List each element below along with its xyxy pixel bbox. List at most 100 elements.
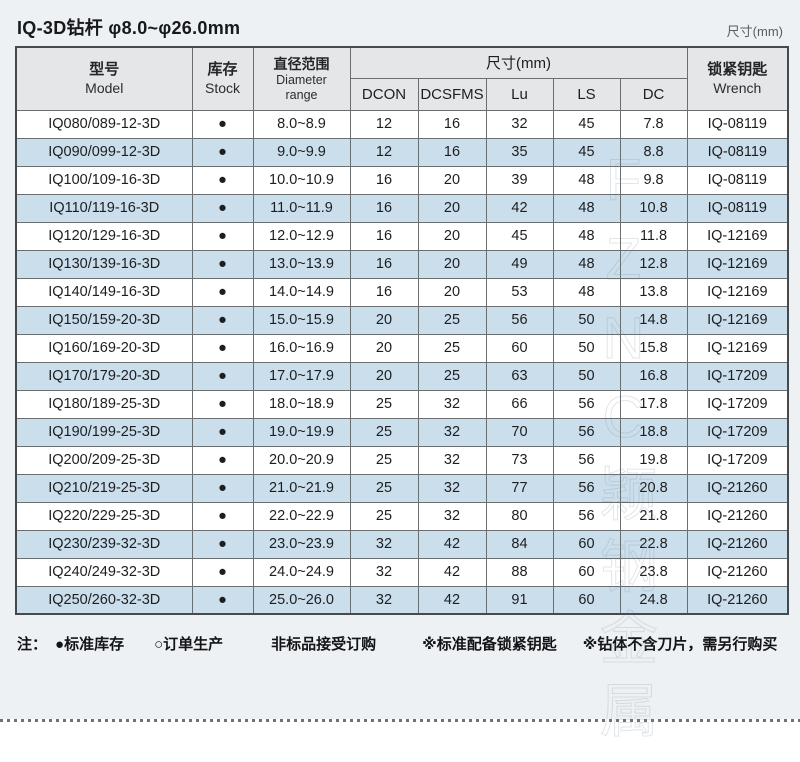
- dcsfms-cell: 16: [417, 109, 487, 139]
- stock-cell: ●: [191, 557, 254, 587]
- diameter-cell: 23.0~23.9: [252, 529, 351, 559]
- wrench-cell: IQ-21260: [686, 557, 789, 587]
- table-row: IQ200/209-25-3D ● 20.0~20.9 25 32 73 56 …: [15, 445, 789, 475]
- dcon-cell: 25: [349, 417, 419, 447]
- dcsfms-cell: 20: [417, 165, 487, 195]
- stock-cell: ●: [191, 473, 254, 503]
- column-group-size: 尺寸(mm): [349, 46, 688, 79]
- diameter-cell: 19.0~19.9: [252, 417, 351, 447]
- model-cell: IQ190/199-25-3D: [15, 417, 193, 447]
- footnote: 注： ●标准库存 ○订单生产 非标品接受订购 ※标准配备锁紧钥匙 ※钻体不含刀片…: [15, 633, 785, 654]
- lu-cell: 77: [485, 473, 554, 503]
- table-row: IQ110/119-16-3D ● 11.0~11.9 16 20 42 48 …: [15, 193, 789, 223]
- lu-cell: 73: [485, 445, 554, 475]
- lu-cell: 39: [485, 165, 554, 195]
- stock-cell: ●: [191, 221, 254, 251]
- ls-cell: 50: [552, 361, 621, 391]
- table-row: IQ120/129-16-3D ● 12.0~12.9 16 20 45 48 …: [15, 221, 789, 251]
- stock-cell: ●: [191, 277, 254, 307]
- ls-cell: 45: [552, 137, 621, 167]
- stock-cell: ●: [191, 249, 254, 279]
- lu-cell: 35: [485, 137, 554, 167]
- ls-cell: 60: [552, 557, 621, 587]
- dc-cell: 24.8: [619, 585, 688, 615]
- dcsfms-cell: 42: [417, 585, 487, 615]
- dcsfms-cell: 32: [417, 473, 487, 503]
- column-header-dc: DC: [619, 77, 688, 111]
- wrench-cell: IQ-12169: [686, 221, 789, 251]
- dc-cell: 14.8: [619, 305, 688, 335]
- table-row: IQ190/199-25-3D ● 19.0~19.9 25 32 70 56 …: [15, 417, 789, 447]
- stock-cell: ●: [191, 417, 254, 447]
- wrench-cell: IQ-12169: [686, 305, 789, 335]
- ls-cell: 50: [552, 305, 621, 335]
- dcon-cell: 25: [349, 501, 419, 531]
- ls-cell: 56: [552, 501, 621, 531]
- ls-cell: 48: [552, 249, 621, 279]
- wrench-cell: IQ-21260: [686, 501, 789, 531]
- table-row: IQ130/139-16-3D ● 13.0~13.9 16 20 49 48 …: [15, 249, 789, 279]
- dcsfms-cell: 25: [417, 361, 487, 391]
- stock-header-en: Stock: [204, 79, 240, 96]
- column-header-dcon: DCON: [349, 77, 419, 111]
- ls-cell: 48: [552, 165, 621, 195]
- table-row: IQ140/149-16-3D ● 14.0~14.9 16 20 53 48 …: [15, 277, 789, 307]
- dcon-cell: 16: [349, 193, 419, 223]
- stock-cell: ●: [191, 333, 254, 363]
- lu-cell: 56: [485, 305, 554, 335]
- table-row: IQ170/179-20-3D ● 17.0~17.9 20 25 63 50 …: [15, 361, 789, 391]
- dc-cell: 7.8: [619, 109, 688, 139]
- table-body: IQ080/089-12-3D ● 8.0~8.9 12 16 32 45 7.…: [15, 109, 789, 615]
- dcsfms-cell: 32: [417, 389, 487, 419]
- dcon-cell: 16: [349, 165, 419, 195]
- diameter-cell: 25.0~26.0: [252, 585, 351, 615]
- column-header-diameter: 直径范围 Diameter range: [252, 46, 351, 111]
- table-row: IQ080/089-12-3D ● 8.0~8.9 12 16 32 45 7.…: [15, 109, 789, 139]
- diameter-cell: 22.0~22.9: [252, 501, 351, 531]
- wrench-cell: IQ-12169: [686, 277, 789, 307]
- ls-cell: 48: [552, 277, 621, 307]
- dc-cell: 18.8: [619, 417, 688, 447]
- stock-cell: ●: [191, 445, 254, 475]
- model-cell: IQ250/260-32-3D: [15, 585, 193, 615]
- dc-cell: 11.8: [619, 221, 688, 251]
- table-row: IQ210/219-25-3D ● 21.0~21.9 25 32 77 56 …: [15, 473, 789, 503]
- dc-cell: 8.8: [619, 137, 688, 167]
- stock-cell: ●: [191, 389, 254, 419]
- dc-cell: 21.8: [619, 501, 688, 531]
- lu-cell: 63: [485, 361, 554, 391]
- dcsfms-cell: 20: [417, 221, 487, 251]
- table-row: IQ150/159-20-3D ● 15.0~15.9 20 25 56 50 …: [15, 305, 789, 335]
- dc-cell: 23.8: [619, 557, 688, 587]
- dcsfms-cell: 20: [417, 249, 487, 279]
- diameter-cell: 15.0~15.9: [252, 305, 351, 335]
- model-header-zh: 型号: [89, 60, 120, 78]
- dcon-cell: 16: [349, 249, 419, 279]
- model-cell: IQ120/129-16-3D: [15, 221, 193, 251]
- spec-table: 型号 Model 库存 Stock 直径范围 Diameter range 尺寸…: [15, 46, 790, 615]
- dc-cell: 16.8: [619, 361, 688, 391]
- footnote-wrench-included: ※标准配备锁紧钥匙: [422, 636, 557, 653]
- model-cell: IQ200/209-25-3D: [15, 445, 193, 475]
- table-row: IQ180/189-25-3D ● 18.0~18.9 25 32 66 56 …: [15, 389, 789, 419]
- dcsfms-cell: 42: [417, 529, 487, 559]
- stock-cell: ●: [191, 305, 254, 335]
- table-row: IQ250/260-32-3D ● 25.0~26.0 32 42 91 60 …: [15, 585, 789, 615]
- column-header-stock: 库存 Stock: [191, 46, 254, 111]
- unit-label: 尺寸(mm): [726, 24, 783, 39]
- model-cell: IQ180/189-25-3D: [15, 389, 193, 419]
- lu-cell: 70: [485, 417, 554, 447]
- stock-cell: ●: [191, 137, 254, 167]
- dcsfms-cell: 25: [417, 333, 487, 363]
- dcon-cell: 16: [349, 221, 419, 251]
- diameter-cell: 8.0~8.9: [252, 109, 351, 139]
- dcsfms-cell: 42: [417, 557, 487, 587]
- lu-cell: 84: [485, 529, 554, 559]
- lu-cell: 60: [485, 333, 554, 363]
- dcon-cell: 32: [349, 557, 419, 587]
- ls-cell: 56: [552, 417, 621, 447]
- model-cell: IQ100/109-16-3D: [15, 165, 193, 195]
- wrench-cell: IQ-17209: [686, 445, 789, 475]
- dcsfms-cell: 25: [417, 305, 487, 335]
- stock-header-zh: 库存: [207, 60, 238, 78]
